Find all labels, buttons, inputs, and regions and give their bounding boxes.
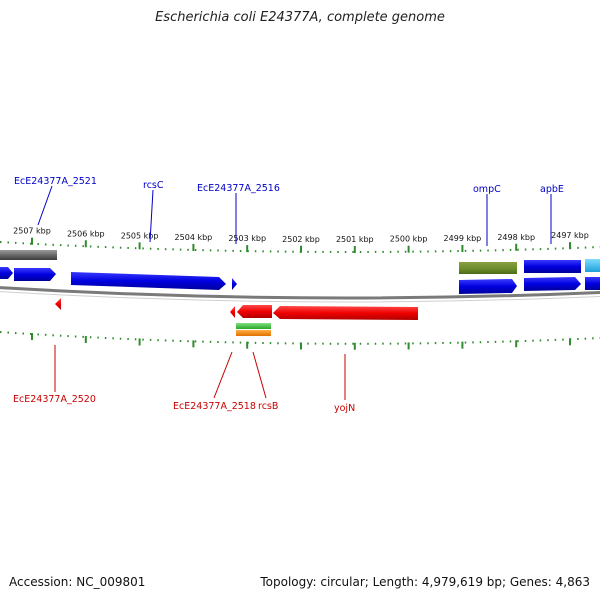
gene-small-forward-arrow[interactable] <box>232 278 237 290</box>
leader-line <box>213 351 233 399</box>
label-EcE24377A_2520[interactable]: EcE24377A_2520 <box>13 394 96 405</box>
tick-label: 2506 kbp <box>67 229 105 238</box>
major-ticks-top <box>31 237 571 253</box>
reverse-tick-ruler <box>0 331 600 350</box>
gene-rcsC-arrow[interactable] <box>71 272 226 290</box>
gene-gray-feature[interactable] <box>0 250 57 260</box>
tick-label: 2504 kbp <box>175 233 213 242</box>
label-EcE24377A_2516[interactable]: EcE24377A_2516 <box>197 183 280 194</box>
forward-tick-ruler: 2507 kbp 2506 kbp 2505 kbp 2504 kbp 2503 kbp… <box>0 227 600 253</box>
gene-arrow-forward[interactable] <box>585 277 600 290</box>
tick-label: 2498 kbp <box>497 233 535 242</box>
genome-backbone-shadow <box>0 291 600 303</box>
label-EcE24377A_2521[interactable]: EcE24377A_2521 <box>14 176 97 187</box>
label-ompC[interactable]: ompC <box>473 184 501 195</box>
label-rcsC[interactable]: rcsC <box>143 180 164 191</box>
gene-green-feature[interactable] <box>236 323 271 329</box>
gene-small-reverse-arrow[interactable] <box>230 306 235 318</box>
leader-line <box>37 185 53 226</box>
tick-label: 2499 kbp <box>444 234 482 243</box>
gene-ompC-arrow[interactable] <box>459 279 517 294</box>
genome-title: Escherichia coli E24377A, complete genom… <box>155 10 445 25</box>
tick-label: 2500 kbp <box>390 235 428 244</box>
label-EcE24377A_2518[interactable]: EcE24377A_2518 <box>173 401 256 412</box>
gene-orange-feature[interactable] <box>236 330 271 336</box>
gene-EcE24377A_2520-arrow[interactable] <box>55 298 61 310</box>
gene-rcsB-arrow[interactable] <box>237 305 272 318</box>
label-rcsB[interactable]: rcsB <box>258 401 278 412</box>
tick-label: 2505 kbp <box>121 231 159 240</box>
gene-arrow-forward[interactable] <box>0 267 13 279</box>
major-ticks-bottom <box>31 333 571 350</box>
tick-label: 2497 kbp <box>551 231 589 240</box>
forward-features <box>0 250 600 294</box>
tick-label: 2502 kbp <box>282 235 320 244</box>
label-yojN[interactable]: yojN <box>334 403 355 414</box>
genome-summary-text: Topology: circular; Length: 4,979,619 bp… <box>260 575 590 589</box>
tick-labels: 2507 kbp 2506 kbp 2505 kbp 2504 kbp 2503 kbp… <box>13 227 589 244</box>
leader-line <box>149 189 154 243</box>
reverse-features <box>55 298 418 336</box>
reverse-gene-labels: EcE24377A_2520 EcE24377A_2518 rcsB yojN <box>13 345 355 414</box>
gene-blue-block[interactable] <box>524 260 581 273</box>
gene-arrow-forward[interactable] <box>14 268 56 281</box>
genome-backbone <box>0 286 600 300</box>
gene-apbE-arrow[interactable] <box>524 277 581 291</box>
accession-text: Accession: NC_009801 <box>9 575 146 589</box>
gene-cyan-feature[interactable] <box>585 259 600 272</box>
gene-yojN-arrow[interactable] <box>273 306 418 320</box>
gene-olive-feature[interactable] <box>459 262 517 274</box>
label-apbE[interactable]: apbE <box>540 184 564 195</box>
tick-label: 2503 kbp <box>228 234 266 243</box>
tick-label: 2507 kbp <box>13 227 51 236</box>
leader-line <box>252 351 267 399</box>
tick-label: 2501 kbp <box>336 235 374 244</box>
forward-gene-labels: EcE24377A_2521 rcsC EcE24377A_2516 ompC … <box>14 176 564 246</box>
